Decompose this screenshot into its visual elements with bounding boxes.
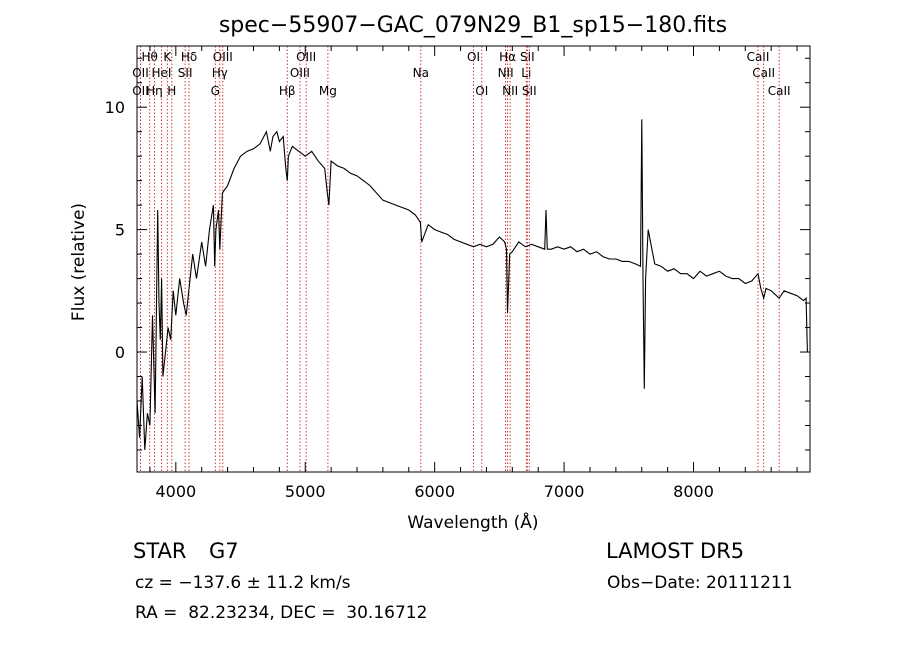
plot-frame — [136, 45, 811, 473]
spectrum-line — [136, 119, 808, 451]
marker-label-1: OII — [132, 66, 149, 80]
marker-label-5: Hη — [146, 84, 163, 98]
marker-label-7: SII — [178, 66, 193, 80]
coordinates: RA = 82.23234, DEC = 30.16712 — [135, 603, 428, 623]
marker-label-12: OIII — [296, 50, 316, 64]
y-tick-label-2: 10 — [105, 98, 125, 117]
x-tick-label-4: 8000 — [673, 482, 714, 501]
chart-title: spec−55907−GAC_079N29_B1_sp15−180.fits — [219, 13, 727, 38]
redshift-readout: cz = −137.6 ± 11.2 km/s — [135, 573, 351, 593]
marker-label-10: Hγ — [212, 66, 228, 80]
marker-label-27: CaII — [768, 84, 791, 98]
marker-label-22: SII — [520, 50, 535, 64]
marker-label-15: Mg — [319, 84, 337, 98]
marker-label-6: Hδ — [181, 50, 197, 64]
marker-label-3: K — [163, 50, 172, 64]
marker-label-25: CaII — [747, 50, 770, 64]
marker-label-0: Hθ — [141, 50, 157, 64]
object-subclass: G7 — [209, 539, 239, 563]
survey-label: LAMOST DR5 — [606, 539, 745, 563]
y-tick-label-0: 0 — [115, 343, 125, 362]
x-tick-label-0: 4000 — [155, 482, 196, 501]
axis-ticks: 4000 5000 6000 7000 8000 0 5 10 — [105, 46, 810, 501]
marker-label-11: G — [211, 84, 220, 98]
marker-label-24: SII — [522, 84, 537, 98]
marker-label-13: OIII — [290, 66, 310, 80]
marker-label-18: OI — [475, 84, 488, 98]
marker-label-17: OI — [467, 50, 480, 64]
x-tick-label-2: 6000 — [414, 482, 455, 501]
marker-label-8: H — [167, 84, 176, 98]
x-axis-label: Wavelength (Å) — [407, 511, 538, 533]
marker-label-23: Li — [521, 66, 531, 80]
marker-label-21: NII — [502, 84, 518, 98]
y-tick-label-1: 5 — [115, 221, 125, 240]
object-class: STAR — [133, 539, 187, 563]
marker-label-20: NII — [498, 66, 514, 80]
marker-label-2: OII — [132, 84, 149, 98]
x-tick-label-3: 7000 — [544, 482, 585, 501]
marker-label-16: Na — [413, 66, 429, 80]
marker-label-26: CaII — [752, 66, 775, 80]
marker-label-19: Hα — [499, 50, 516, 64]
y-axis-label: Flux (relative) — [69, 203, 89, 321]
obs-date: Obs−Date: 20111211 — [607, 573, 793, 593]
marker-label-14: Hβ — [279, 84, 296, 98]
x-tick-label-1: 5000 — [285, 482, 326, 501]
spectrum-group — [136, 119, 808, 451]
marker-label-4: HeI — [151, 66, 171, 80]
marker-label-9: OIII — [213, 50, 233, 64]
